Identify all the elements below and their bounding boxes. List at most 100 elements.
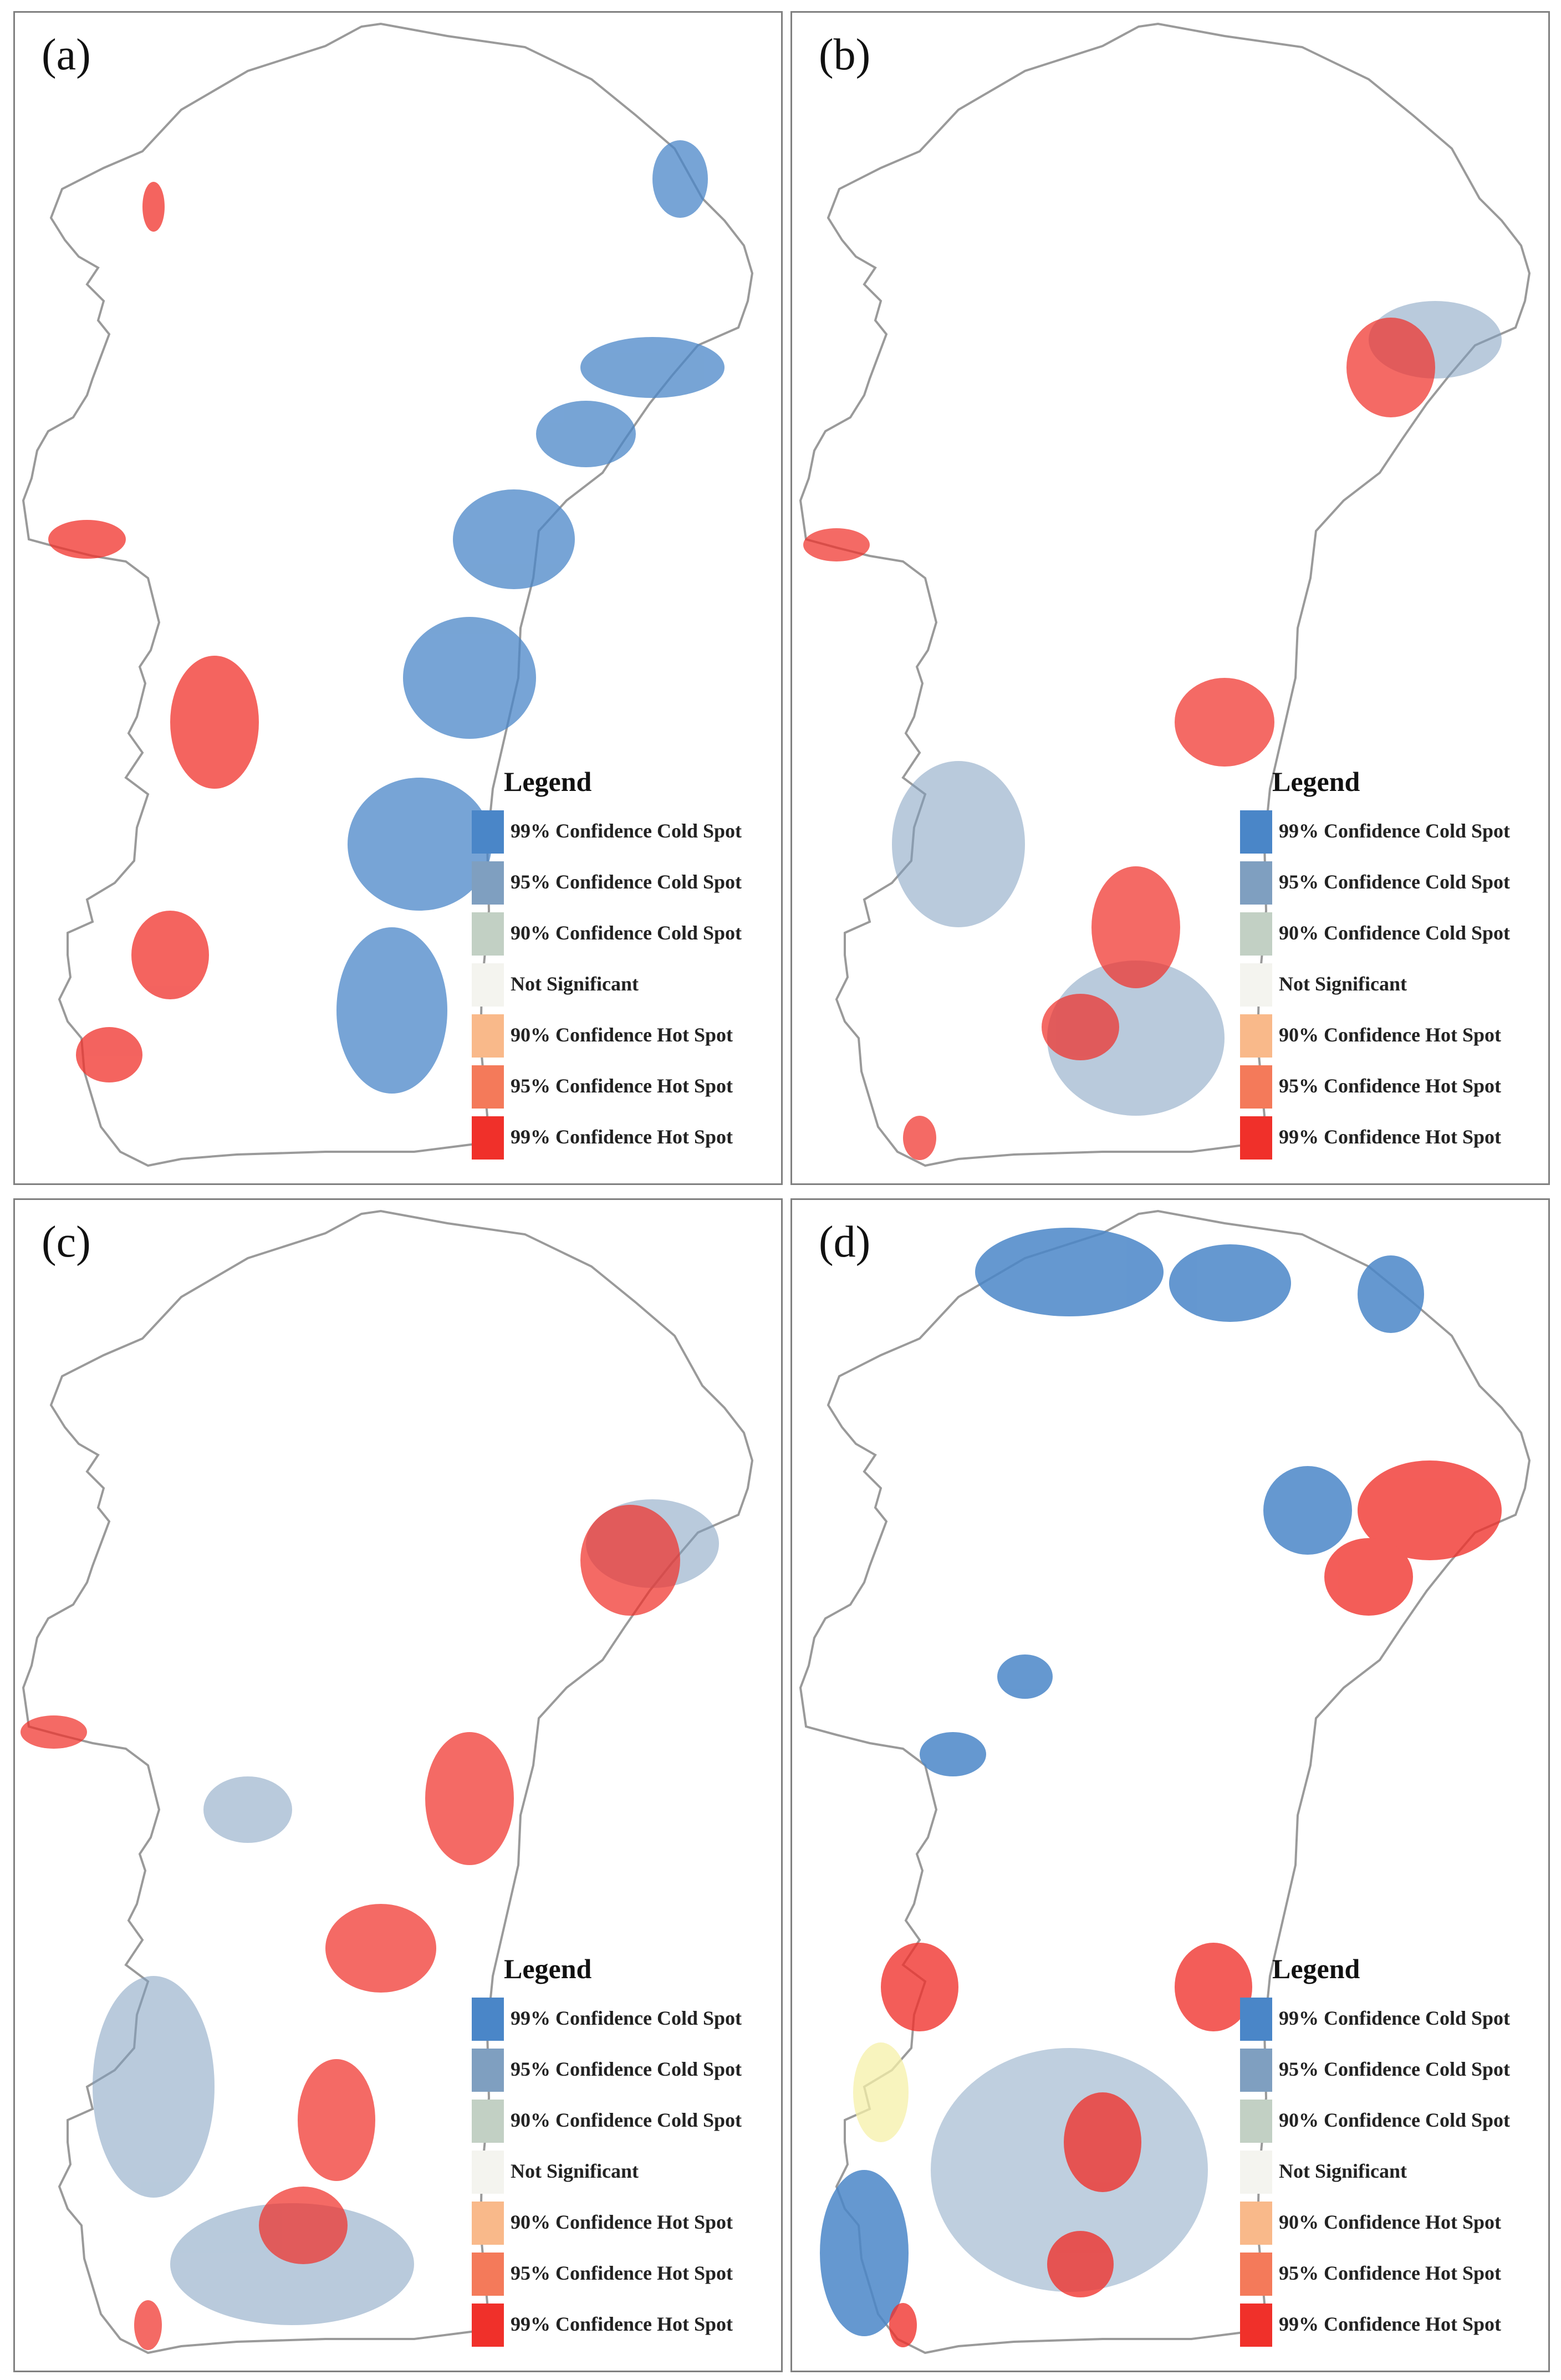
- legend-item: 95% Confidence Hot Spot: [472, 1062, 771, 1113]
- hot-spot-cluster-90: [853, 2042, 909, 2142]
- legend-item: 99% Confidence Cold Spot: [472, 807, 771, 858]
- legend-label: 99% Confidence Hot Spot: [511, 2313, 733, 2335]
- legend-title: Legend: [1272, 766, 1360, 797]
- legend-title: Legend: [504, 766, 592, 797]
- legend-label: 95% Confidence Cold Spot: [1279, 2058, 1511, 2080]
- legend-swatch: [1240, 2304, 1272, 2347]
- legend-label: 99% Confidence Cold Spot: [1279, 820, 1511, 842]
- legend-label: 95% Confidence Hot Spot: [1279, 2262, 1502, 2284]
- hotspot-map: [799, 22, 1531, 1167]
- legend-label: 95% Confidence Cold Spot: [511, 2058, 742, 2080]
- legend-swatch: [1240, 2151, 1272, 2194]
- hotspot-map: [22, 22, 754, 1167]
- legend-item: 99% Confidence Hot Spot: [472, 2300, 771, 2351]
- legend-swatch: [472, 2304, 504, 2347]
- legend-item: 95% Confidence Cold Spot: [1240, 858, 1539, 909]
- legend-title: Legend: [504, 1953, 592, 1984]
- cold-spot-cluster: [336, 140, 725, 1094]
- legend-item: 99% Confidence Cold Spot: [472, 1994, 771, 2045]
- legend-swatch: [472, 912, 504, 956]
- legend-swatch: [472, 963, 504, 1007]
- legend-swatch: [472, 1998, 504, 2041]
- legend-swatch: [1240, 912, 1272, 956]
- legend-item: Not Significant: [472, 960, 771, 1011]
- legend-label: 90% Confidence Cold Spot: [511, 2109, 742, 2131]
- legend-swatch: [472, 861, 504, 905]
- legend-swatch: [472, 2049, 504, 2092]
- legend-item: 90% Confidence Cold Spot: [472, 909, 771, 960]
- legend-item: 90% Confidence Hot Spot: [1240, 1011, 1539, 1062]
- legend-item: 90% Confidence Cold Spot: [472, 2096, 771, 2147]
- legend-label: 99% Confidence Cold Spot: [511, 2007, 742, 2029]
- hot-spot-cluster: [48, 182, 259, 1082]
- legend-label: 90% Confidence Hot Spot: [511, 1024, 733, 1046]
- cold-spot-cluster: [931, 2048, 1208, 2292]
- legend-swatch: [1240, 1116, 1272, 1160]
- legend-swatch: [472, 1116, 504, 1160]
- legend-label: 95% Confidence Hot Spot: [511, 2262, 733, 2284]
- legend-label: 95% Confidence Hot Spot: [1279, 1075, 1502, 1097]
- legend-label: 90% Confidence Hot Spot: [1279, 2211, 1502, 2233]
- legend-swatch: [472, 810, 504, 854]
- legend-swatch: [1240, 1014, 1272, 1058]
- legend-item: 99% Confidence Hot Spot: [1240, 1113, 1539, 1164]
- legend-swatch: [1240, 963, 1272, 1007]
- hotspot-map: [799, 1209, 1531, 2355]
- legend-title: Legend: [1272, 1953, 1360, 1984]
- legend-item: 90% Confidence Cold Spot: [1240, 2096, 1539, 2147]
- legend-label: 90% Confidence Hot Spot: [511, 2211, 733, 2233]
- legend-label: 90% Confidence Cold Spot: [1279, 922, 1511, 944]
- panel-label: (a): [42, 30, 91, 79]
- hot-spot-cluster: [803, 318, 1435, 1160]
- legend-label: 99% Confidence Cold Spot: [511, 820, 742, 842]
- legend-swatch: [1240, 810, 1272, 854]
- panel-label: (c): [42, 1218, 91, 1266]
- legend-label: 99% Confidence Hot Spot: [1279, 2313, 1502, 2335]
- legend-swatch: [1240, 1065, 1272, 1109]
- legend-item: 90% Confidence Hot Spot: [472, 2198, 771, 2249]
- legend-label: 99% Confidence Hot Spot: [1279, 1126, 1502, 1148]
- legend-label: 90% Confidence Cold Spot: [1279, 2109, 1511, 2131]
- legend-item: 95% Confidence Cold Spot: [472, 858, 771, 909]
- legend-item: 95% Confidence Cold Spot: [1240, 2045, 1539, 2096]
- legend-label: 95% Confidence Cold Spot: [1279, 871, 1511, 893]
- legend-label: Not Significant: [1279, 2160, 1407, 2182]
- legend-label: 95% Confidence Hot Spot: [511, 1075, 733, 1097]
- legend-label: 90% Confidence Hot Spot: [1279, 1024, 1502, 1046]
- map-panel-d: (d) Legend 99% Confidence Cold Spot 95% …: [790, 1198, 1550, 2372]
- legend-swatch: [472, 1065, 504, 1109]
- legend-item: 90% Confidence Hot Spot: [472, 1011, 771, 1062]
- legend-swatch: [1240, 2253, 1272, 2296]
- hot-spot-cluster: [21, 1505, 680, 2350]
- legend-item: 99% Confidence Cold Spot: [1240, 1994, 1539, 2045]
- legend-item: 95% Confidence Cold Spot: [472, 2045, 771, 2096]
- legend-swatch: [1240, 1998, 1272, 2041]
- region-boundary: [22, 22, 754, 1167]
- legend-swatch: [472, 2100, 504, 2143]
- legend-swatch: [1240, 2100, 1272, 2143]
- legend-swatch: [1240, 861, 1272, 905]
- legend-item: 99% Confidence Cold Spot: [1240, 807, 1539, 858]
- legend-swatch: [472, 2253, 504, 2296]
- legend-label: 95% Confidence Cold Spot: [511, 871, 742, 893]
- map-panel-c: (c) Legend 99% Confidence Cold Spot 95% …: [13, 1198, 783, 2372]
- legend-item: 90% Confidence Cold Spot: [1240, 909, 1539, 960]
- legend: Legend 99% Confidence Cold Spot 95% Conf…: [472, 767, 771, 1164]
- legend-item: 95% Confidence Hot Spot: [472, 2249, 771, 2300]
- legend-swatch: [1240, 2049, 1272, 2092]
- legend-swatch: [1240, 2202, 1272, 2245]
- legend-label: Not Significant: [1279, 973, 1407, 995]
- legend-label: Not Significant: [511, 2160, 639, 2182]
- hot-spot-cluster: [881, 1460, 1502, 2347]
- map-panel-a: (a) Legend 99% Confidence Cold Spot 95% …: [13, 11, 783, 1185]
- legend-item: 99% Confidence Hot Spot: [1240, 2300, 1539, 2351]
- panel-label: (d): [819, 1218, 871, 1266]
- legend-label: 99% Confidence Cold Spot: [1279, 2007, 1511, 2029]
- legend-item: 99% Confidence Hot Spot: [472, 1113, 771, 1164]
- legend-label: Not Significant: [511, 973, 639, 995]
- legend-item: 90% Confidence Hot Spot: [1240, 2198, 1539, 2249]
- panel-label: (b): [819, 30, 871, 79]
- legend: Legend 99% Confidence Cold Spot 95% Conf…: [1240, 1954, 1539, 2351]
- cold-spot-cluster: [93, 1499, 719, 2325]
- cold-spot-cluster: [820, 1228, 1424, 2336]
